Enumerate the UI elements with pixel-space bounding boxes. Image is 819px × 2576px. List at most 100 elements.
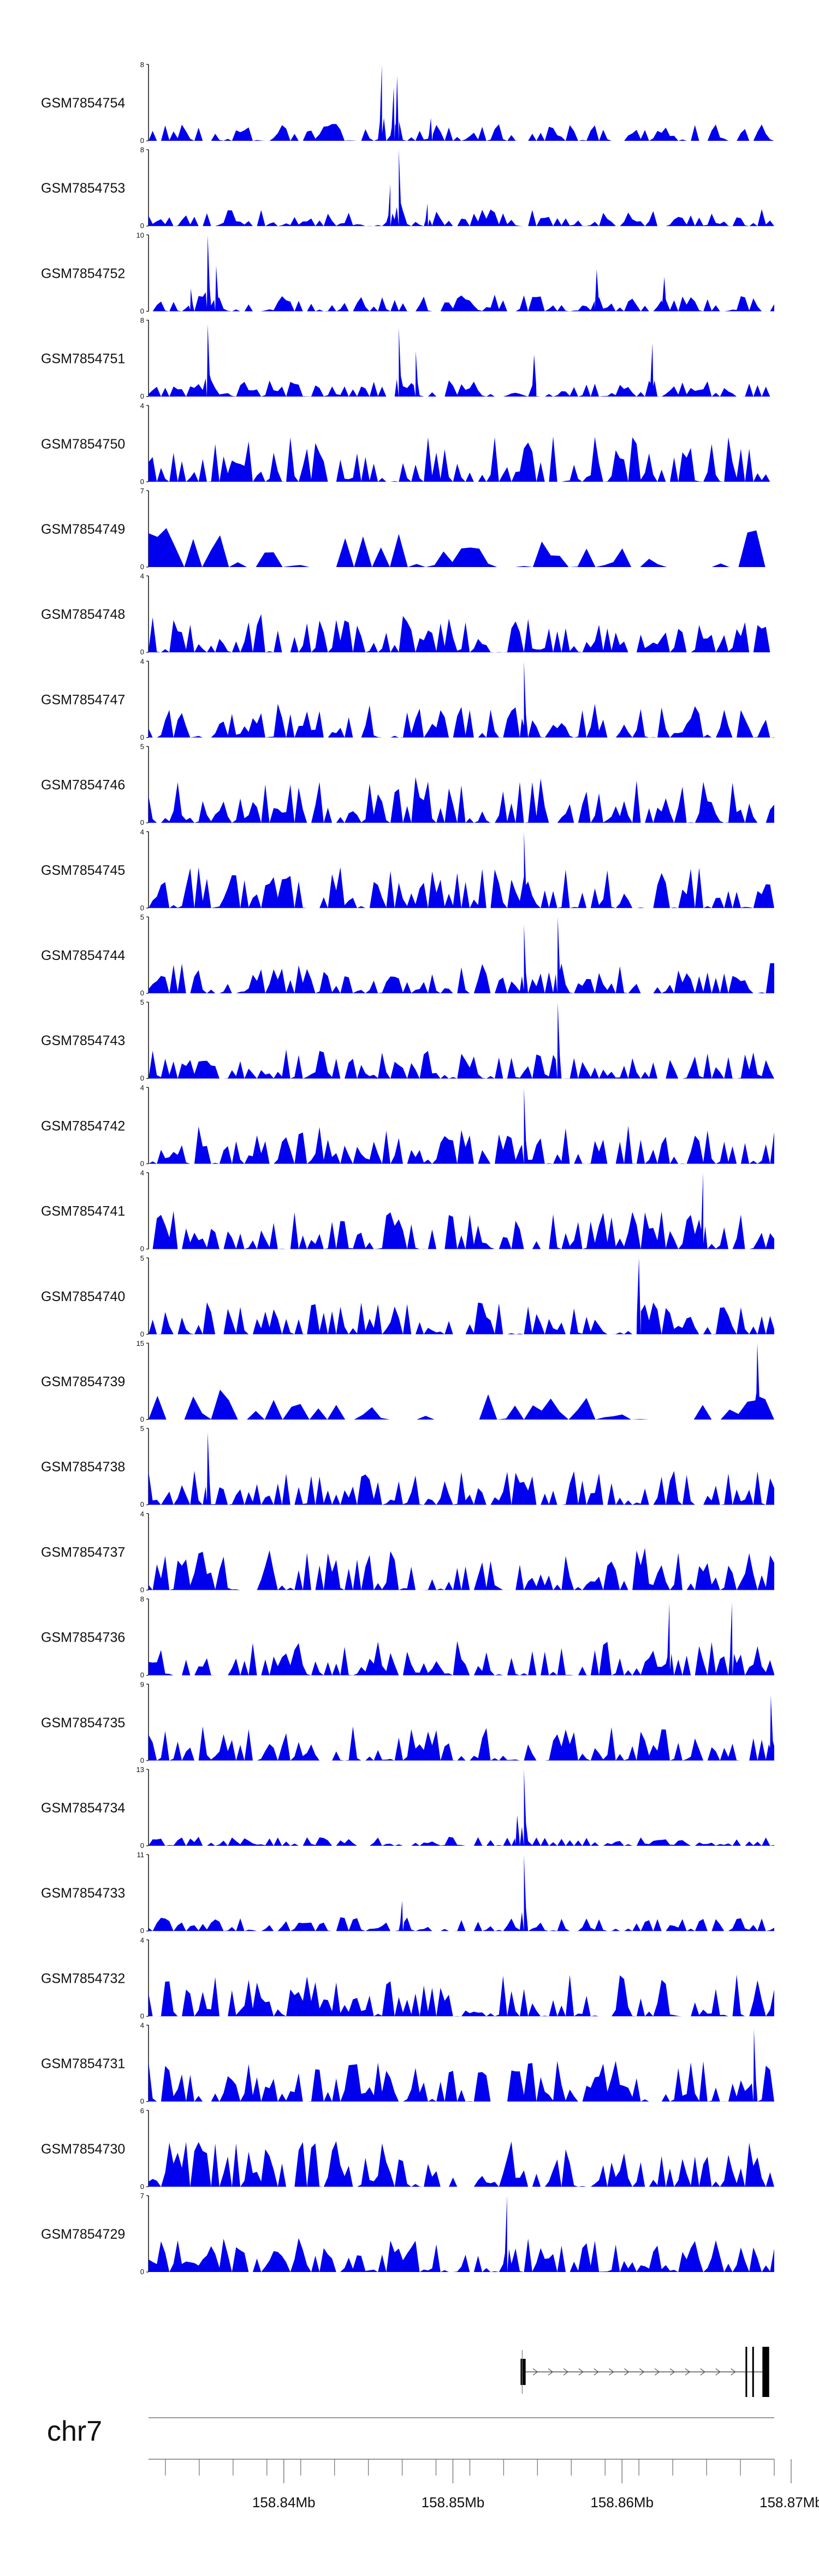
track-GSM7854733: 11 0 GSM7854733 [41,1851,774,1935]
strand-arrow [654,2368,660,2376]
track-label: GSM7854734 [41,1800,125,1816]
track-label: GSM7854741 [41,1204,125,1219]
coverage-area [149,661,774,738]
coverage-area [149,831,774,908]
signal-tracks: 80GSM785475480GSM7854753100GSM785475280G… [41,61,774,2276]
coverage-area [149,1257,774,1334]
y-tick-label-min: 0 [140,2183,144,2191]
track-GSM7854753: 8 0 GSM7854753 [41,146,774,230]
chromosome-label: chr7 [47,2416,102,2447]
y-tick-label-max: 4 [140,1510,144,1518]
y-tick-label-max: 4 [140,1936,144,1944]
y-tick-label-max: 8 [140,146,144,154]
y-tick-label-max: 4 [140,402,144,410]
strand-arrow [594,2368,599,2376]
y-tick-label-min: 0 [140,2097,144,2106]
coverage-area [149,1002,774,1079]
track-GSM7854734: 13 0 GSM7854734 [41,1766,774,1850]
y-tick-label-min: 0 [140,222,144,230]
gene-exon [520,2359,526,2385]
coverage-area [149,1172,774,1249]
y-tick-label-min: 0 [140,478,144,486]
y-tick-label-min: 0 [140,904,144,912]
y-tick-label-max: 7 [140,2192,144,2200]
gene-exon [745,2347,747,2397]
coverage-area [149,1432,774,1505]
y-tick-label-max: 4 [140,572,144,580]
track-label: GSM7854729 [41,2227,125,2242]
track-label: GSM7854754 [41,96,125,111]
y-tick-label-max: 5 [140,1424,144,1433]
y-tick-label-max: 4 [140,828,144,836]
y-tick-label-max: 13 [136,1766,144,1774]
track-label: GSM7854736 [41,1630,125,1645]
track-GSM7854737: 4 0 GSM7854737 [41,1510,774,1594]
y-tick-label-min: 0 [140,1245,144,1253]
y-tick-label-min: 0 [140,1585,144,1594]
track-label: GSM7854738 [41,1459,125,1475]
x-tick-label: 158.85Mb [422,2494,485,2511]
track-label: GSM7854745 [41,863,125,878]
y-tick-label-max: 15 [136,1339,144,1347]
y-tick-label-min: 0 [140,563,144,571]
genome-axis-track: chr7 158.84Mb 158.85Mb 158.86Mb 158.87Mb [47,2416,819,2511]
track-GSM7854752: 10 0 GSM7854752 [41,231,774,315]
track-GSM7854738: 5 0 GSM7854738 [41,1424,774,1508]
y-tick-label-min: 0 [140,648,144,656]
y-tick-label-max: 4 [140,1083,144,1092]
coverage-area [149,436,774,482]
y-tick-label-max: 4 [140,657,144,665]
x-tick-label: 158.87Mb [759,2494,819,2511]
y-tick-label-max: 4 [140,1169,144,1177]
y-tick-label-min: 0 [140,307,144,315]
y-tick-label-max: 5 [140,998,144,1006]
coverage-area [149,528,774,567]
track-label: GSM7854732 [41,1971,125,1986]
y-tick-label-min: 0 [140,2012,144,2020]
track-GSM7854729: 7 0 GSM7854729 [41,2192,774,2276]
y-tick-label-max: 5 [140,913,144,921]
gene-model-track [520,2347,769,2397]
track-GSM7854749: 7 0 GSM7854749 [41,487,774,571]
y-tick-label-min: 0 [140,1415,144,1423]
strand-arrow [715,2368,721,2376]
strand-arrow [609,2368,614,2376]
track-label: GSM7854739 [41,1374,125,1390]
strand-arrow [669,2368,675,2376]
y-tick-label-max: 8 [140,1595,144,1603]
track-GSM7854743: 5 0 GSM7854743 [41,998,774,1082]
y-tick-label-min: 0 [140,2268,144,2276]
y-tick-label-min: 0 [140,1671,144,1679]
track-label: GSM7854752 [41,266,125,281]
coverage-area [149,150,774,226]
y-tick-label-min: 0 [140,733,144,741]
track-label: GSM7854730 [41,2142,125,2157]
track-label: GSM7854747 [41,692,125,707]
coverage-area [149,1975,774,2017]
coverage-area [149,1548,774,1590]
track-GSM7854748: 4 0 GSM7854748 [41,572,774,656]
track-GSM7854750: 4 0 GSM7854750 [41,402,774,486]
y-tick-label-min: 0 [140,989,144,997]
track-GSM7854731: 4 0 GSM7854731 [41,2022,774,2106]
coverage-area [149,64,774,141]
coverage-area [149,235,774,312]
coverage-area [149,777,774,823]
y-tick-label-max: 7 [140,487,144,495]
track-GSM7854739: 15 0 GSM7854739 [41,1339,774,1423]
track-GSM7854745: 4 0 GSM7854745 [41,828,774,912]
track-label: GSM7854731 [41,2056,125,2072]
track-label: GSM7854735 [41,1715,125,1731]
track-label: GSM7854750 [41,437,125,452]
track-label: GSM7854746 [41,778,125,793]
track-GSM7854740: 5 0 GSM7854740 [41,1254,774,1338]
y-tick-label-min: 0 [140,392,144,401]
y-tick-label-min: 0 [140,136,144,145]
coverage-area [149,1343,774,1420]
track-GSM7854741: 4 0 GSM7854741 [41,1169,774,1253]
x-tick-label: 158.84Mb [252,2494,316,2511]
coverage-area [149,1855,774,1931]
track-label: GSM7854742 [41,1118,125,1134]
track-label: GSM7854744 [41,948,125,963]
y-tick-label-min: 0 [140,1756,144,1764]
